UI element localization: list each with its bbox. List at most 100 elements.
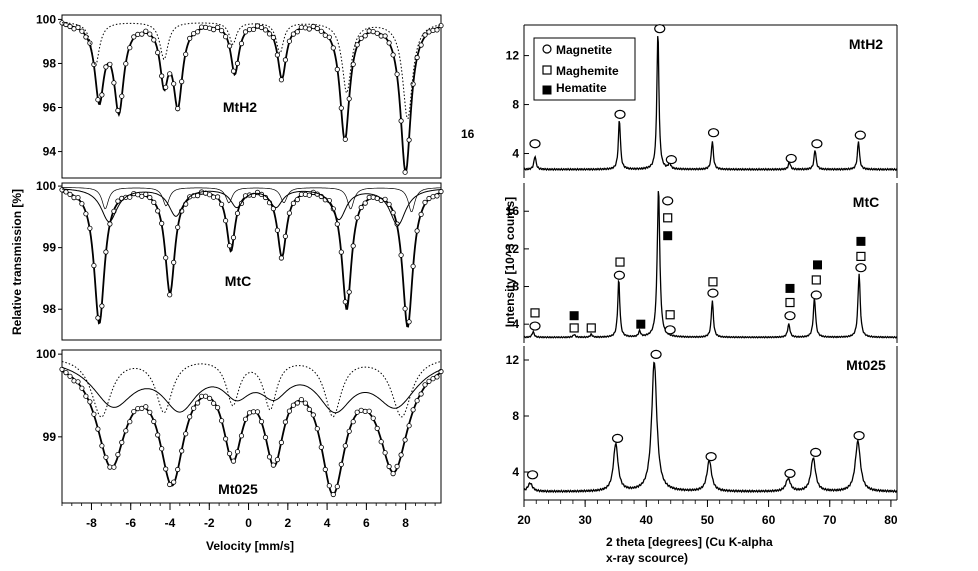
mossbauer-panel-mth2: 94 96 98 100 MtH2 — [36, 12, 444, 179]
data-point — [187, 414, 193, 420]
data-point — [338, 249, 344, 255]
data-point — [318, 28, 324, 34]
magnetite-marker — [784, 468, 796, 478]
data-point — [191, 405, 197, 411]
maghemite-marker — [586, 323, 596, 333]
y-tick-label: 12 — [506, 242, 520, 256]
data-point — [87, 225, 93, 231]
data-point — [175, 224, 181, 230]
xrd-panel-mt025: 4 8 12 Mt025 — [506, 346, 898, 500]
xrd-y-axis-title: Intensity [10^3 counts] — [503, 197, 517, 327]
data-point — [163, 84, 169, 90]
mossbauer-spectra-chart: Relative transmission [%] Velocity [mm/s… — [10, 12, 444, 553]
data-point — [207, 192, 213, 198]
x-tick-label: 8 — [402, 516, 409, 530]
sample-label-mt025: Mt025 — [846, 357, 886, 373]
data-point — [266, 31, 273, 37]
data-point — [83, 211, 89, 217]
maghemite-marker — [708, 277, 718, 287]
legend-label-maghemite: Maghemite — [556, 64, 619, 78]
data-point — [438, 188, 444, 195]
data-point — [99, 303, 105, 309]
data-point — [406, 319, 412, 325]
maghemite-marker — [615, 257, 625, 267]
data-point — [123, 428, 129, 434]
data-point — [99, 443, 105, 449]
data-point — [314, 25, 320, 32]
data-point — [219, 418, 225, 424]
magnetite-marker — [662, 196, 674, 206]
data-point — [422, 382, 428, 388]
data-point — [406, 137, 412, 143]
data-point — [234, 60, 241, 67]
data-point — [207, 395, 213, 401]
data-point — [155, 49, 161, 56]
diffraction-pattern-line — [523, 191, 898, 339]
data-point — [394, 463, 400, 469]
data-point — [215, 404, 221, 411]
data-point — [223, 436, 229, 442]
panel-frame — [61, 182, 442, 341]
data-point — [342, 299, 348, 305]
data-point — [187, 35, 193, 42]
magnetite-marker — [665, 155, 677, 165]
data-point — [219, 27, 225, 34]
data-point — [374, 30, 380, 36]
data-point — [398, 118, 404, 124]
sample-label-mt025: Mt025 — [218, 481, 258, 497]
data-point — [350, 419, 356, 425]
sample-label-mth2: MtH2 — [849, 36, 883, 52]
data-point — [238, 433, 245, 439]
data-point — [79, 28, 85, 34]
data-point — [171, 259, 177, 265]
data-point — [127, 419, 133, 425]
magnetite-marker — [785, 153, 797, 164]
mossbauer-panel-mtc: 98 99 100 MtC — [36, 179, 444, 341]
data-point — [286, 408, 292, 414]
data-point — [282, 419, 288, 425]
data-point — [238, 40, 245, 47]
data-point — [175, 466, 181, 473]
xrd-legend: Magnetite Maghemite Hematite — [533, 37, 636, 101]
data-point — [402, 306, 408, 312]
data-point — [286, 210, 292, 216]
data-point — [402, 169, 408, 175]
x-tick-label: 20 — [517, 513, 531, 527]
maghemite-marker — [665, 310, 675, 320]
maghemite-marker — [856, 251, 866, 262]
data-point — [183, 431, 189, 437]
spectrum-line-subspectrum-2 — [61, 361, 442, 418]
magnetite-marker — [611, 433, 624, 443]
data-point — [414, 398, 420, 404]
data-point — [298, 396, 304, 403]
magnetite-marker — [854, 130, 866, 140]
data-point — [171, 81, 177, 87]
data-point — [274, 52, 280, 58]
sample-label-mtc: MtC — [225, 273, 251, 289]
xrd-x-axis-title-line-1: 2 theta [degrees] (Cu K-alpha — [606, 535, 773, 549]
magnetite-marker — [705, 452, 717, 462]
data-point — [211, 400, 217, 406]
data-point — [95, 315, 101, 321]
data-point — [230, 458, 237, 464]
data-point — [378, 439, 384, 445]
mossbauer-y-axis-title: Relative transmission [%] — [10, 189, 24, 335]
data-point — [95, 97, 101, 103]
data-point — [234, 449, 241, 455]
x-tick-label: 70 — [823, 513, 837, 527]
data-point — [338, 461, 344, 467]
data-point — [410, 263, 416, 269]
data-point — [290, 31, 296, 37]
data-point — [163, 255, 169, 261]
data-point — [362, 33, 368, 39]
data-point — [159, 446, 165, 452]
data-point — [270, 462, 276, 468]
data-point — [334, 66, 340, 73]
data-point — [290, 402, 296, 408]
data-point — [227, 43, 233, 49]
magnetite-marker — [811, 139, 823, 149]
x-tick-label: -6 — [125, 516, 136, 530]
panel-frame — [61, 349, 442, 504]
data-point — [155, 432, 161, 438]
data-point — [167, 292, 173, 298]
